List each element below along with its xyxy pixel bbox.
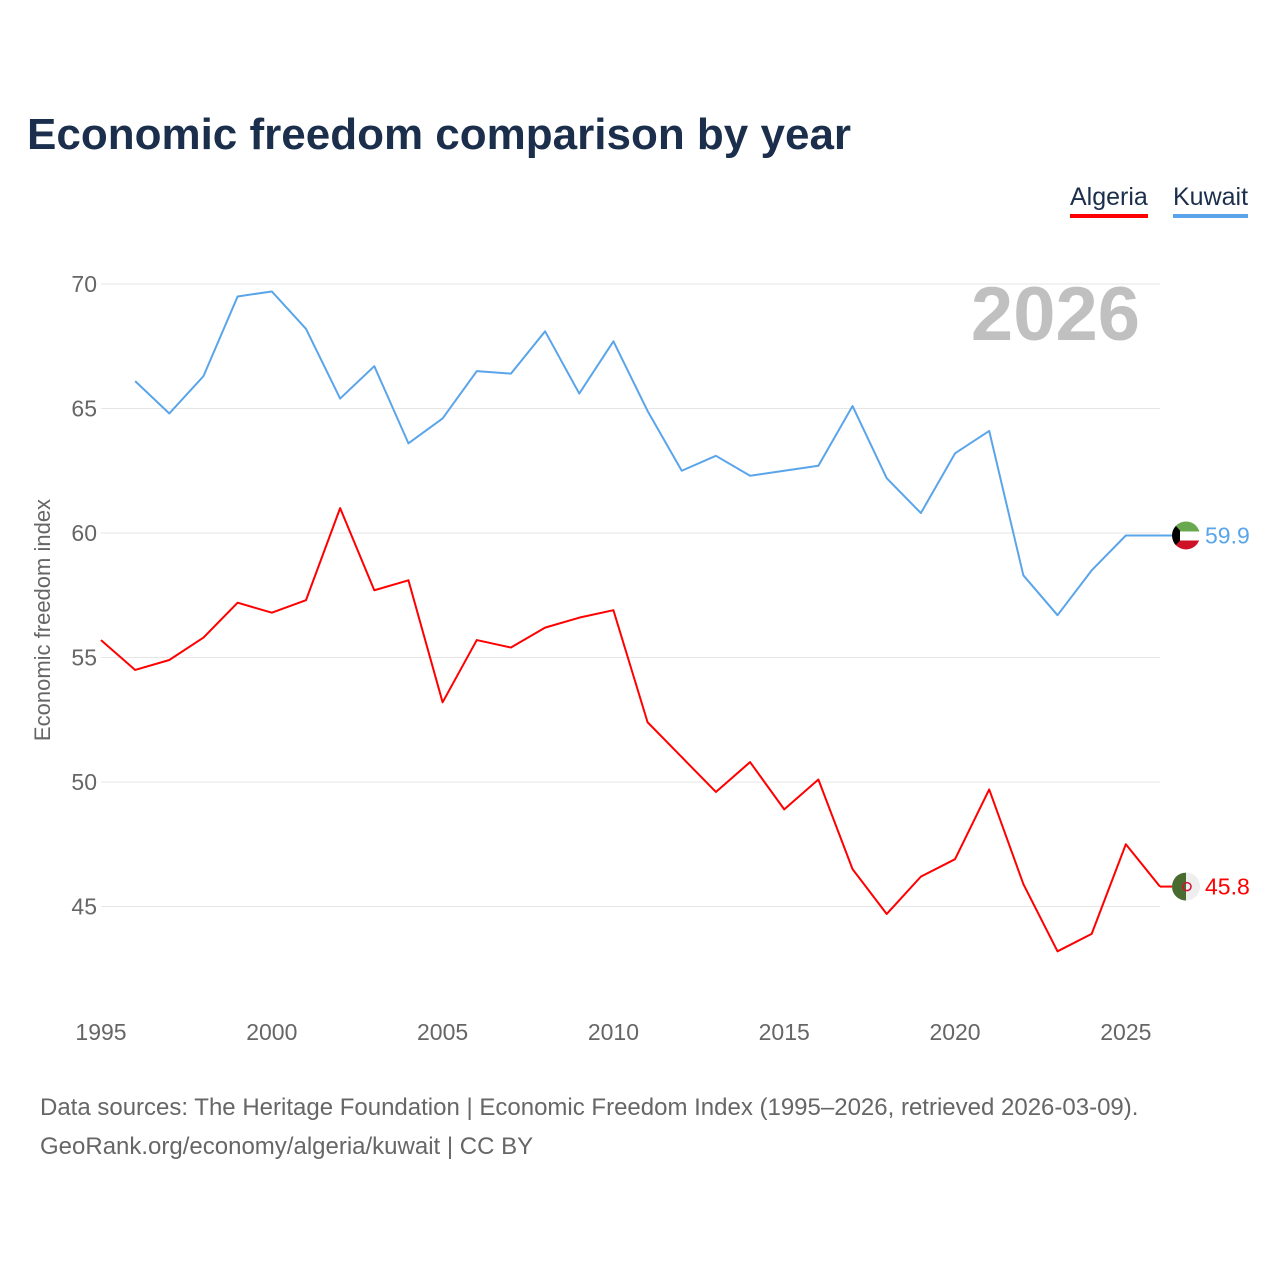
x-tick-label: 2010	[588, 1019, 639, 1045]
kuwait-flag-icon	[1172, 521, 1200, 550]
source-line-2: GeoRank.org/economy/algeria/kuwait | CC …	[40, 1133, 534, 1160]
y-axis-label: Economic freedom index	[30, 499, 55, 741]
year-watermark: 2026	[971, 272, 1140, 357]
x-tick-label: 2015	[759, 1019, 810, 1045]
flag-stripe	[1172, 531, 1200, 541]
chart-title: Economic freedom comparison by year	[27, 110, 852, 159]
flag-half	[1172, 872, 1186, 901]
flag-stripe	[1172, 540, 1200, 550]
flag-half	[1186, 872, 1200, 901]
algeria-flag-icon	[1172, 872, 1200, 901]
end-value-label: 45.8	[1205, 874, 1250, 900]
flag	[1172, 872, 1200, 901]
y-tick-label: 55	[71, 645, 97, 671]
flag-stripe	[1172, 521, 1200, 532]
x-tick-label: 1995	[75, 1019, 126, 1045]
series-line-kuwait	[134, 290, 1160, 617]
flag-trapezoid	[1172, 521, 1180, 550]
y-tick-label: 50	[71, 769, 97, 795]
y-tick-label: 70	[71, 271, 97, 297]
source-note: Data sources: The Heritage Foundation | …	[40, 1088, 1138, 1166]
x-tick-label: 2005	[417, 1019, 468, 1045]
x-tick-label: 2020	[929, 1019, 980, 1045]
x-tick-label: 2025	[1100, 1019, 1151, 1045]
legend-algeria[interactable]: Algeria	[1070, 183, 1148, 218]
y-tick-label: 65	[71, 396, 97, 422]
flag-crescent	[1182, 881, 1192, 892]
flag	[1172, 521, 1200, 550]
legend-kuwait[interactable]: Kuwait	[1173, 183, 1249, 218]
y-tick-label: 45	[71, 894, 97, 920]
source-line-1: Data sources: The Heritage Foundation | …	[40, 1094, 1139, 1121]
y-tick-label: 60	[71, 520, 97, 546]
series-line-algeria	[100, 507, 1161, 953]
end-value-label: 59.9	[1205, 522, 1250, 548]
x-tick-label: 2000	[246, 1019, 297, 1045]
